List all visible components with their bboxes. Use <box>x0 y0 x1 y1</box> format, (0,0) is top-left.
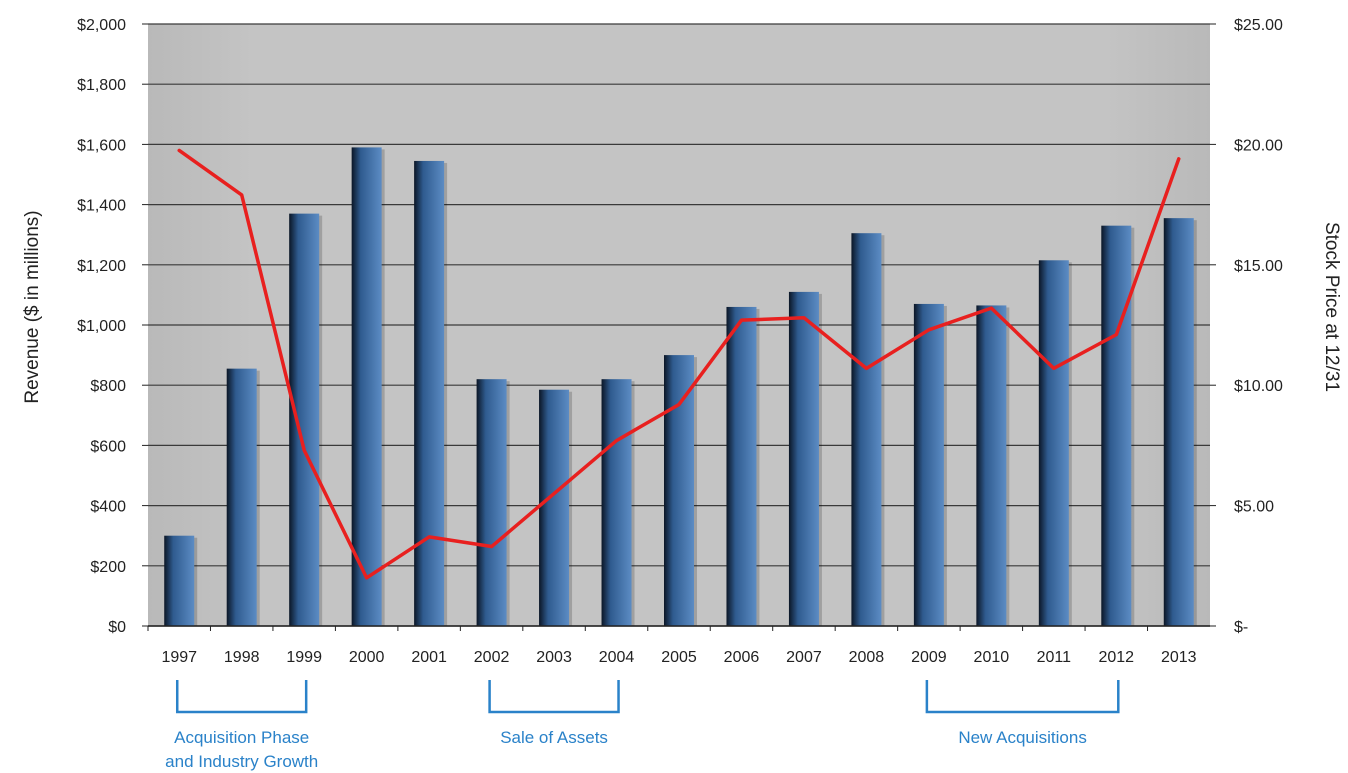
bar-body <box>851 233 882 626</box>
x-tick-label: 2013 <box>1161 649 1197 666</box>
bar-body <box>664 355 694 626</box>
phase-label: and Industry Growth <box>165 752 318 771</box>
y-tick-label: $1,400 <box>77 198 126 215</box>
y2-axis-title: Stock Price at 12/31 <box>1321 222 1342 392</box>
y-tick-label: $200 <box>90 559 126 576</box>
y2-tick-label: $25.00 <box>1234 17 1283 34</box>
x-tick-label: 2003 <box>536 649 572 666</box>
bar-body <box>976 305 1007 626</box>
x-tick-label: 2007 <box>786 649 822 666</box>
bar-body <box>539 389 570 626</box>
x-tick-label: 2001 <box>411 649 447 666</box>
bar-body <box>164 535 195 626</box>
bar-body <box>726 306 757 626</box>
bar-2001 <box>414 160 448 626</box>
x-tick-label: 2010 <box>974 649 1010 666</box>
bar-2004 <box>601 379 635 626</box>
bar-2006 <box>726 306 760 626</box>
y-tick-label: $2,000 <box>77 17 126 34</box>
bar-body <box>476 379 507 626</box>
bar-body <box>226 368 257 626</box>
y2-tick-label: $5.00 <box>1234 499 1274 516</box>
bar-body <box>351 147 382 626</box>
x-tick-label: 2011 <box>1037 649 1072 666</box>
phase-bracket-line <box>925 680 1120 714</box>
bar-2013 <box>1163 218 1197 626</box>
bar-body <box>289 213 320 626</box>
x-tick-label: 1997 <box>161 649 197 666</box>
bar-2008 <box>851 233 885 626</box>
bar-body <box>1101 225 1132 627</box>
bar-body <box>1038 260 1069 626</box>
y-tick-label: $1,200 <box>77 258 126 275</box>
bar-2010 <box>976 305 1010 626</box>
y-tick-label: $400 <box>90 499 126 516</box>
x-tick-label: 2012 <box>1098 649 1134 666</box>
phase-bracket-1: Sale of Assets <box>488 680 620 747</box>
bar-2000 <box>351 147 385 626</box>
y-tick-label: $1,600 <box>77 137 126 154</box>
x-tick-label: 1999 <box>286 649 322 666</box>
y2-tick-label: $20.00 <box>1234 137 1283 154</box>
phase-bracket-line <box>175 680 308 714</box>
phase-label: Acquisition Phase <box>174 728 309 747</box>
bar-body <box>601 379 632 626</box>
phase-bracket-2: New Acquisitions <box>925 680 1120 747</box>
bar-1999 <box>289 213 323 626</box>
y-axis-title: Revenue ($ in millions) <box>22 210 43 403</box>
y2-tick-label: $- <box>1234 619 1248 636</box>
x-tick-label: 2005 <box>661 649 697 666</box>
bar-2003 <box>539 389 573 626</box>
phase-label: Sale of Assets <box>500 728 608 747</box>
x-tick-label: 2004 <box>599 649 635 666</box>
x-tick-label: 2002 <box>474 649 510 666</box>
bar-1998 <box>226 368 260 626</box>
y-tick-label: $600 <box>90 438 126 455</box>
bar-2009 <box>913 303 947 626</box>
y-tick-label: $0 <box>108 619 126 636</box>
x-tick-label: 2000 <box>349 649 385 666</box>
phase-bracket-0: Acquisition Phase and Industry Growth <box>165 680 318 771</box>
y-tick-label: $800 <box>90 378 126 395</box>
y2-tick-label: $15.00 <box>1234 258 1283 275</box>
phase-bracket-line <box>488 680 620 714</box>
bar-body <box>913 303 944 626</box>
x-tick-label: 2009 <box>911 649 947 666</box>
bar-2005 <box>664 355 697 626</box>
bar-2012 <box>1101 225 1135 627</box>
y-tick-label: $1,800 <box>77 77 126 94</box>
bar-body <box>788 291 819 626</box>
x-tick-label: 2008 <box>849 649 885 666</box>
bar-2002 <box>476 379 510 626</box>
y-tick-label: $1,000 <box>77 318 126 335</box>
bar-2007 <box>788 291 822 626</box>
x-tick-label: 1998 <box>224 649 260 666</box>
bar-2011 <box>1038 260 1072 626</box>
phase-label: New Acquisitions <box>958 728 1087 747</box>
bar-body <box>1163 218 1194 626</box>
bar-body <box>414 160 445 626</box>
bar-1997 <box>164 535 198 626</box>
y2-tick-label: $10.00 <box>1234 378 1283 395</box>
x-tick-label: 2006 <box>724 649 760 666</box>
